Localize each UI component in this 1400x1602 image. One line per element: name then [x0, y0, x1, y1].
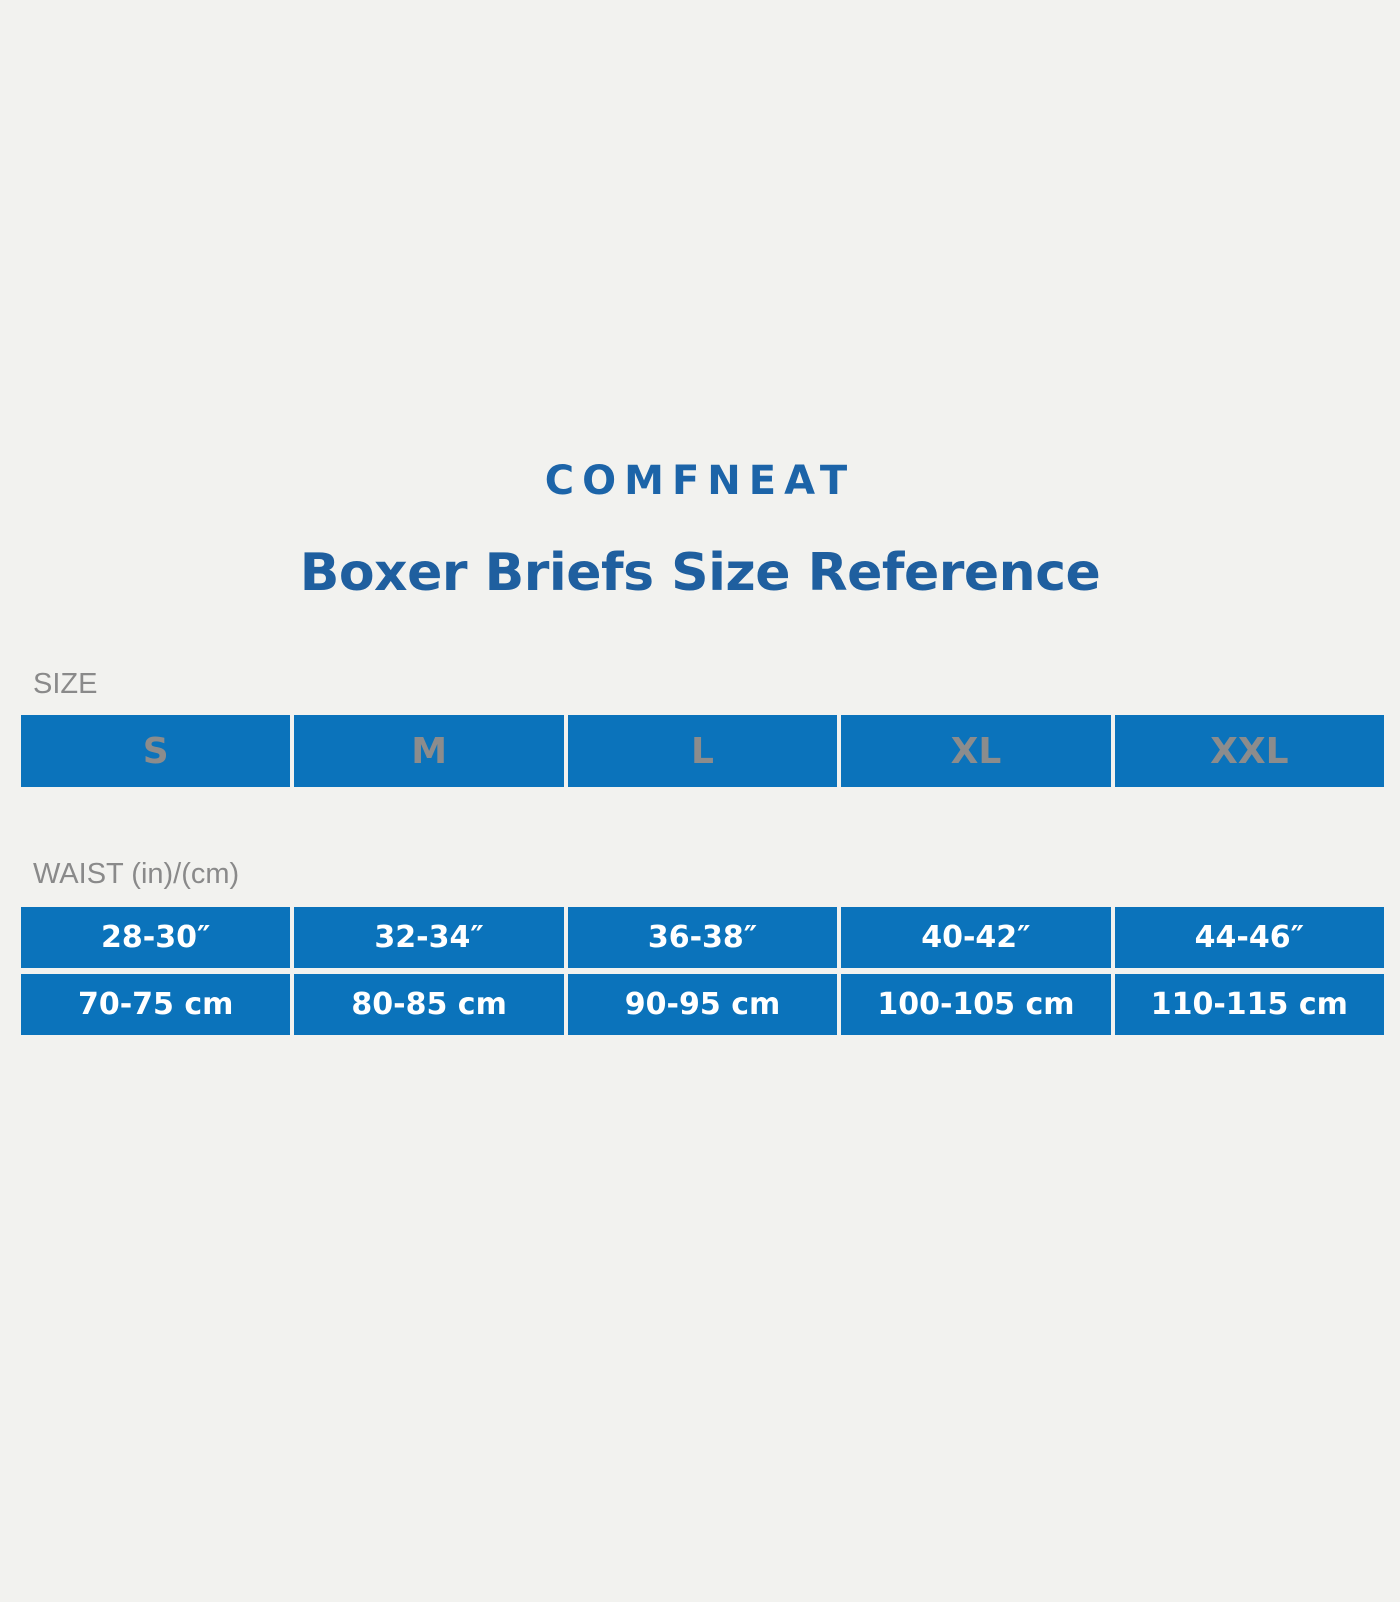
size-label: SIZE — [33, 668, 98, 700]
size-cell: S — [21, 715, 291, 787]
waist-cm-cell: 70-75 cm — [21, 974, 291, 1035]
waist-in-cell: 44-46″ — [1114, 907, 1385, 968]
waist-in-cell: 40-42″ — [841, 907, 1111, 968]
waist-cm-cell: 110-115 cm — [1114, 974, 1385, 1035]
waist-in-cell: 32-34″ — [294, 907, 564, 968]
waist-in-cell: 28-30″ — [21, 907, 291, 968]
waist-cm-row: 70-75 cm 80-85 cm 90-95 cm 100-105 cm 11… — [21, 974, 1385, 1035]
size-cell: XL — [841, 715, 1111, 787]
size-cell: L — [567, 715, 838, 787]
brand-logo: COMFNEAT — [544, 458, 856, 504]
size-cell: M — [294, 715, 564, 787]
waist-cm-cell: 100-105 cm — [841, 974, 1111, 1035]
waist-inches-row: 28-30″ 32-34″ 36-38″ 40-42″ 44-46″ — [21, 907, 1385, 968]
waist-cm-cell: 80-85 cm — [294, 974, 564, 1035]
size-cell: XXL — [1114, 715, 1385, 787]
waist-cm-cell: 90-95 cm — [567, 974, 838, 1035]
page-title: Boxer Briefs Size Reference — [299, 543, 1101, 603]
waist-label: WAIST (in)/(cm) — [33, 858, 240, 890]
waist-in-cell: 36-38″ — [567, 907, 838, 968]
size-row: S M L XL XXL — [21, 715, 1385, 787]
